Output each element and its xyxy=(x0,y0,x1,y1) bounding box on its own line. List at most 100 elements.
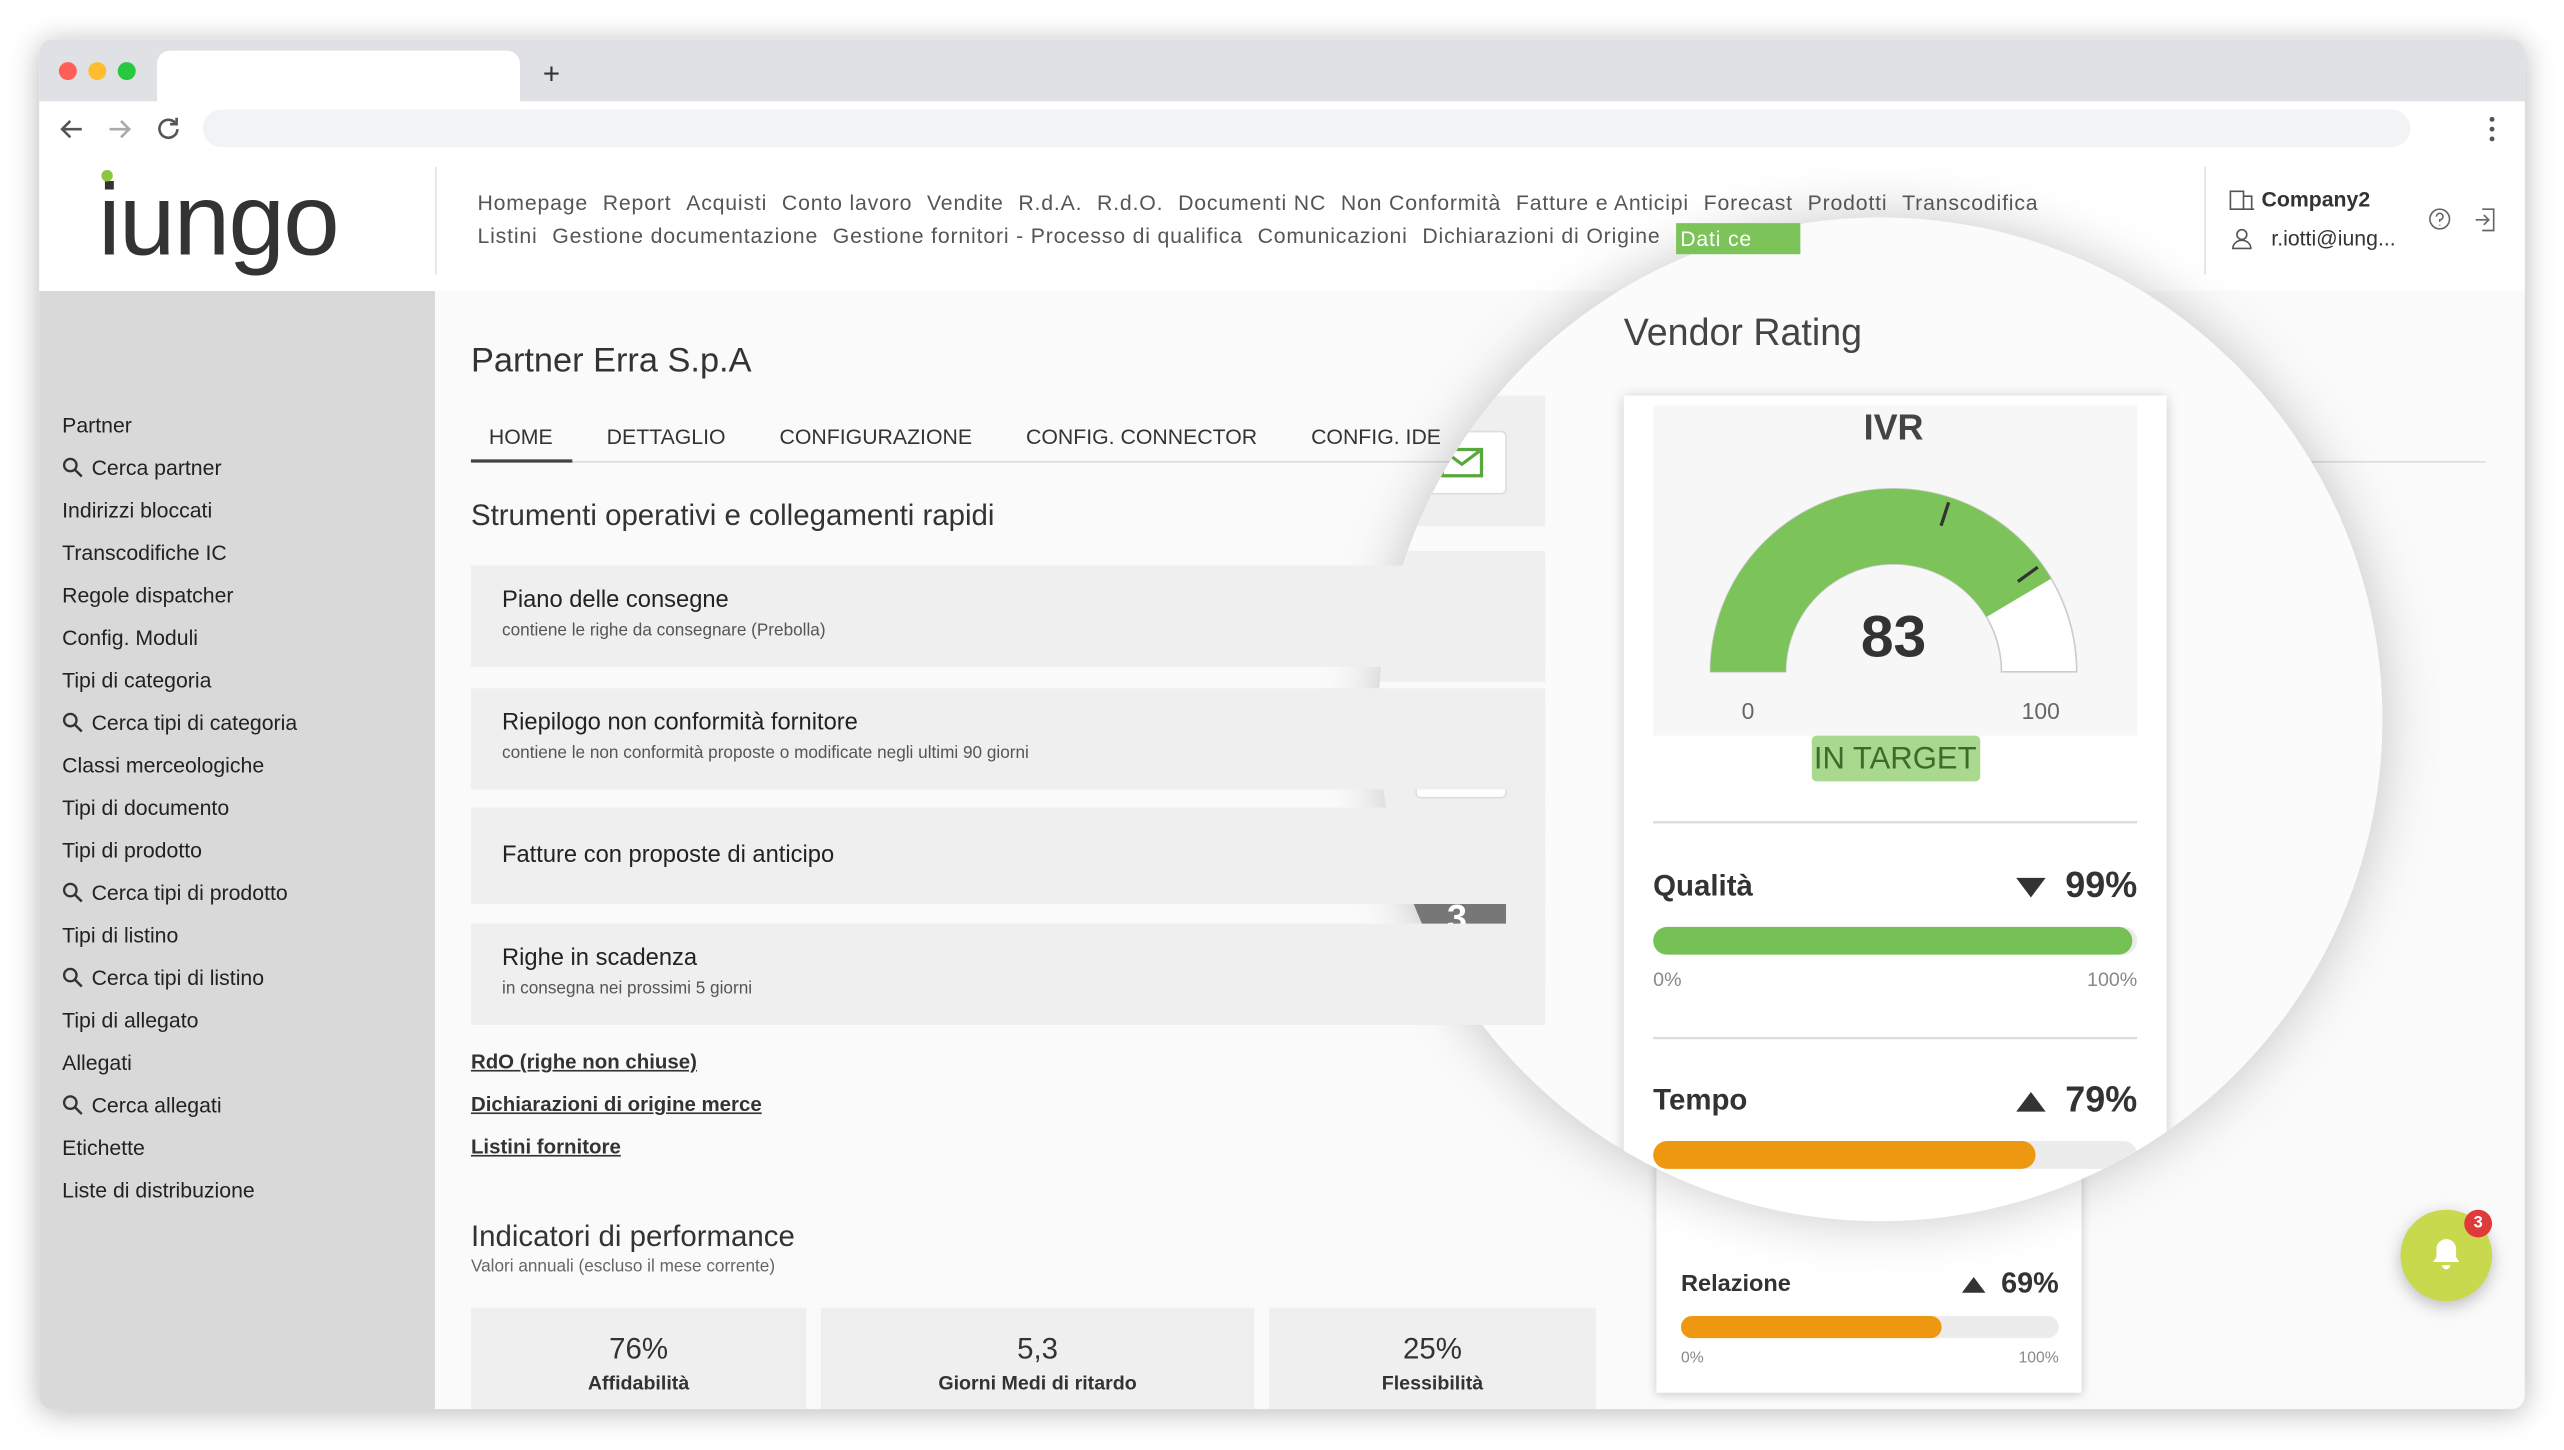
sidebar-item[interactable]: Tipi di prodotto xyxy=(62,838,202,863)
new-tab[interactable]: + xyxy=(542,57,561,91)
sidebar-label: Tipi di allegato xyxy=(62,1007,199,1033)
gauge-max: 100 xyxy=(2022,698,2060,724)
browser-menu[interactable] xyxy=(2482,114,2502,143)
close-dot[interactable] xyxy=(58,62,77,81)
nav-link[interactable]: Homepage xyxy=(477,190,589,215)
kpi-label: Affidabilità xyxy=(587,1371,690,1395)
nav-link[interactable]: Report xyxy=(602,190,672,215)
status-badge xyxy=(1811,735,1981,782)
sidebar-item[interactable]: Etichette xyxy=(62,1135,145,1160)
nav-link[interactable]: Dichiarazioni di Origine xyxy=(1422,223,1661,248)
sidebar-item[interactable]: Regole dispatcher xyxy=(62,583,233,608)
sidebar-label: Indirizzi bloccati xyxy=(62,497,213,523)
search-icon xyxy=(62,882,83,903)
app-header xyxy=(39,156,2525,291)
tool-card[interactable] xyxy=(470,807,1546,905)
sidebar-item[interactable]: Transcodifiche IC xyxy=(62,540,227,565)
nav-link[interactable]: Prodotti xyxy=(1807,190,1888,215)
nav-link[interactable]: Gestione documentazione xyxy=(552,223,819,248)
nav-buttons[interactable] xyxy=(49,108,196,151)
tabs: HOME DETTAGLIO CONFIGURAZIONE CONFIG. CONNE… xyxy=(471,424,1477,449)
tab[interactable]: DETTAGLIO xyxy=(606,424,726,449)
sidebar-label: Liste di distribuzione xyxy=(62,1177,255,1203)
magnifier: 3 Vendor Rating IVR 83 0 100 IN TARGET Qualità 9… xyxy=(1378,217,2383,1222)
sidebar-item[interactable]: Liste di distribuzione xyxy=(62,1178,255,1203)
notification-count: 3 xyxy=(2464,1209,2493,1238)
metric-bar xyxy=(1680,1315,1942,1339)
company[interactable]: Company2 xyxy=(2261,186,2371,212)
sidebar-item[interactable]: Cerca allegati xyxy=(62,1093,222,1117)
sidebar-item[interactable]: Tipi di listino xyxy=(62,923,178,948)
nav-link[interactable]: R.d.A. xyxy=(1018,190,1083,215)
nav-link[interactable]: Gestione fornitori - Processo di qualifi… xyxy=(832,223,1243,248)
maximize-dot[interactable] xyxy=(117,62,136,81)
bar-tick-label: 100% xyxy=(2087,969,2137,991)
logo-dot xyxy=(101,170,113,182)
sidebar-label: Transcodifiche IC xyxy=(62,540,227,565)
quick-link[interactable]: RdO (righe non chiuse) xyxy=(470,1050,697,1074)
search-icon xyxy=(62,1095,83,1115)
nav-link[interactable]: Documenti NC xyxy=(1178,190,1327,215)
quick-link[interactable]: Listini fornitore xyxy=(470,1135,621,1159)
minimize-dot[interactable] xyxy=(88,62,107,81)
nav-link[interactable]: Acquisti xyxy=(686,190,768,215)
rating-title: Vendor Rating xyxy=(1624,311,1862,353)
card-title: Riepilogo non conformità fornitore xyxy=(502,709,858,737)
tab[interactable]: CONFIG. CONNECTOR xyxy=(1026,424,1258,449)
sidebar-item[interactable]: Cerca tipi di categoria xyxy=(62,710,297,735)
tab[interactable]: HOME xyxy=(488,424,553,449)
active-tab[interactable] xyxy=(156,50,520,102)
header-divider xyxy=(2204,166,2206,275)
kpi-card: 76% Affidabilità xyxy=(470,1307,807,1410)
sidebar-label: Regole dispatcher xyxy=(62,582,234,608)
sidebar-item[interactable]: Cerca tipi di prodotto xyxy=(62,880,288,905)
trend-icon xyxy=(2016,877,2046,898)
sidebar-label: Cerca tipi di categoria xyxy=(91,710,298,735)
sidebar-item[interactable]: Config. Moduli xyxy=(62,625,198,650)
tool-card[interactable] xyxy=(470,923,1546,1025)
nav-link[interactable]: Forecast xyxy=(1703,190,1793,215)
card-title: Righe in scadenza xyxy=(502,945,698,972)
nav-link[interactable]: Vendite xyxy=(926,190,1004,215)
help-icon[interactable] xyxy=(2427,206,2453,232)
sidebar-item[interactable]: Allegati xyxy=(62,1050,132,1075)
bar-tick-label: 100% xyxy=(2019,1350,2059,1367)
sidebar-item[interactable]: Cerca partner xyxy=(62,455,222,480)
sidebar-item[interactable]: Partner xyxy=(62,413,132,438)
sidebar-item[interactable]: Classi merceologiche xyxy=(62,753,264,778)
gauge-threshold xyxy=(1939,501,1951,527)
logo[interactable]: iungo xyxy=(98,164,340,278)
sidebar-item[interactable]: Tipi di allegato xyxy=(62,1008,198,1033)
user[interactable]: r.iotti@iung... xyxy=(2271,225,2396,251)
sidebar-item[interactable]: Cerca tipi di listino xyxy=(62,965,264,990)
tool-card[interactable] xyxy=(470,565,1546,667)
tool-card[interactable] xyxy=(470,688,1546,790)
metric-name: Qualità xyxy=(1653,869,1753,902)
nav-link[interactable]: Fatture e Anticipi xyxy=(1515,190,1689,215)
kpi-card: 25% Flessibilità xyxy=(1268,1307,1596,1410)
url-bar[interactable] xyxy=(202,109,2411,148)
trend-icon xyxy=(1961,1277,1986,1293)
sidebar-item[interactable]: Indirizzi bloccati xyxy=(62,498,212,523)
tab[interactable]: CONFIGURAZIONE xyxy=(779,424,973,449)
nav-link[interactable]: Transcodifica xyxy=(1902,190,2039,215)
tab[interactable]: CONFIG. IDE xyxy=(1311,424,1441,449)
kpi-value: 76% xyxy=(609,1332,669,1365)
sidebar-item[interactable]: Tipi di documento xyxy=(62,795,229,820)
nav-link[interactable]: Conto lavoro xyxy=(781,190,913,215)
logout-icon[interactable] xyxy=(2472,206,2498,234)
nav-link[interactable]: Dati ce xyxy=(1675,223,1802,255)
nav-link[interactable]: Comunicazioni xyxy=(1257,223,1408,248)
nav-link[interactable]: Listini xyxy=(477,223,538,248)
gauge-threshold xyxy=(2016,565,2039,583)
metric-value: 79% xyxy=(2065,1078,2137,1119)
gauge-value: 83 xyxy=(1861,604,1926,669)
kpi-card: 5,3 Giorni Medi di ritardo xyxy=(820,1307,1255,1410)
quick-link[interactable]: Dichiarazioni di origine merce xyxy=(470,1092,762,1116)
sidebar-label: Tipi di prodotto xyxy=(62,837,202,863)
nav-row: Listini Gestione documentazione Gestione f… xyxy=(477,223,1802,255)
nav-link[interactable]: R.d.O. xyxy=(1097,190,1164,215)
sidebar-item[interactable]: Tipi di categoria xyxy=(62,668,211,693)
nav-link[interactable]: Non Conformità xyxy=(1340,190,1502,215)
kpi-label: Giorni Medi di ritardo xyxy=(938,1371,1137,1395)
